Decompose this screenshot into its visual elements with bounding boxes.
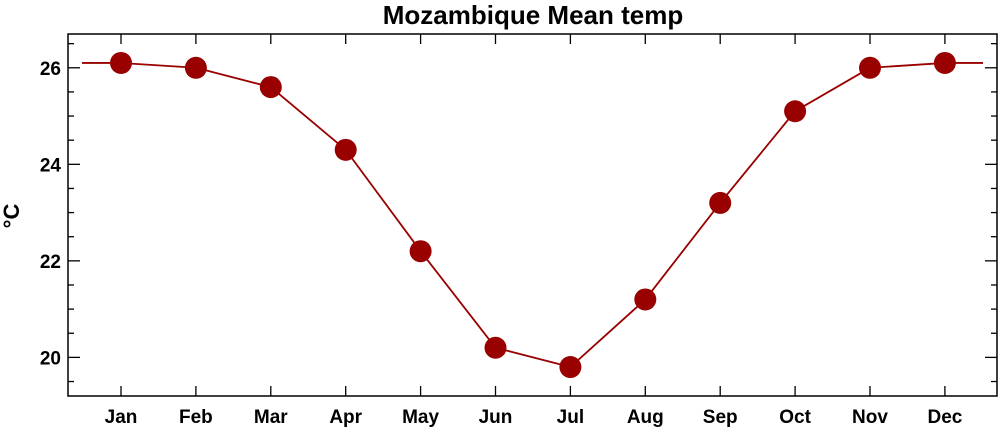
data-point (484, 336, 507, 359)
x-tick-label: Nov (852, 407, 888, 428)
x-tick-label: Mar (254, 407, 288, 428)
data-point (784, 100, 807, 123)
x-tick-label: Apr (329, 407, 362, 428)
data-point (933, 51, 956, 74)
x-tick-label: Sep (703, 407, 738, 428)
data-point (259, 76, 282, 99)
data-point (634, 288, 657, 311)
series-layer (82, 51, 983, 379)
x-tick-label: Feb (179, 407, 213, 428)
x-tick-label: Jan (105, 407, 138, 428)
plot-frame (67, 33, 998, 397)
y-tick-label: 22 (40, 252, 61, 273)
x-tick-label: Jul (557, 407, 584, 428)
series-line (82, 62, 983, 369)
chart-title: Mozambique Mean temp (383, 0, 683, 30)
x-axis-tick-labels: Jan Feb Mar Apr May Jun Jul Aug Sep Oct Nov Dec (105, 407, 963, 428)
x-tick-label: May (402, 407, 439, 428)
y-axis-tick-labels: 20 22 24 26 (40, 59, 62, 370)
y-axis-label: °C (0, 204, 24, 229)
x-tick-label: Dec (927, 407, 962, 428)
axis-ticks (68, 34, 997, 396)
x-tick-label: Jun (479, 407, 513, 428)
data-point (859, 56, 881, 79)
data-point (709, 191, 732, 214)
y-tick-label: 20 (40, 348, 61, 369)
data-point (110, 51, 132, 74)
data-point (334, 138, 357, 161)
data-point (184, 56, 207, 79)
y-tick-label: 24 (40, 155, 62, 176)
x-tick-label: Oct (779, 407, 811, 428)
data-point (559, 356, 582, 379)
data-point (409, 240, 432, 263)
y-tick-label: 26 (40, 59, 61, 80)
x-tick-label: Aug (627, 407, 664, 428)
